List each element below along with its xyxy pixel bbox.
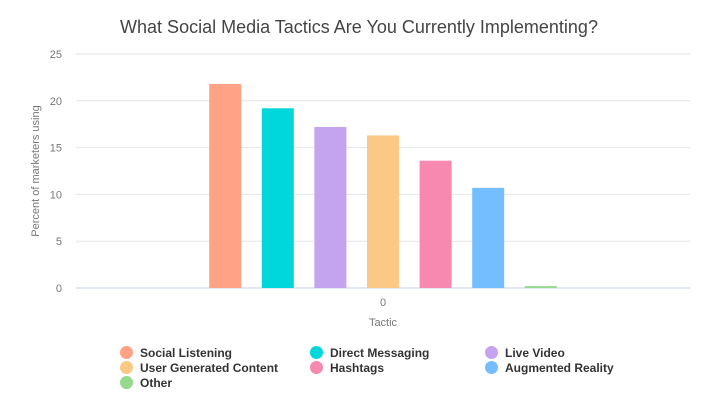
legend-swatch <box>310 346 323 359</box>
legend-swatch <box>485 361 498 374</box>
legend-label: User Generated Content <box>140 360 279 375</box>
x-axis-label: Tactic <box>369 317 398 329</box>
legend-swatch <box>485 346 498 359</box>
y-tick-label: 10 <box>50 189 62 201</box>
legend-item[interactable]: Other <box>120 375 310 390</box>
legend-item[interactable]: Direct Messaging <box>310 345 485 360</box>
bar-user-generated-content[interactable] <box>367 135 399 288</box>
legend-label: Other <box>140 375 173 390</box>
y-tick-label: 5 <box>56 236 62 248</box>
legend-item[interactable]: Social Listening <box>120 345 310 360</box>
legend-swatch <box>310 361 323 374</box>
legend-item[interactable]: Live Video <box>485 345 650 360</box>
legend-label: Hashtags <box>330 360 385 375</box>
legend-item[interactable]: User Generated Content <box>120 360 310 375</box>
legend: Social Listening Direct Messaging Live Vid… <box>120 345 650 390</box>
bar-augmented-reality[interactable] <box>472 187 505 288</box>
bar-social-listening[interactable] <box>209 83 242 289</box>
legend-item[interactable]: Augmented Reality <box>485 360 650 375</box>
legend-label: Augmented Reality <box>505 360 614 375</box>
y-axis-label: Percent of marketers using <box>30 105 42 236</box>
chart-title: What Social Media Tactics Are You Curren… <box>120 17 598 37</box>
y-tick-label: 0 <box>56 283 62 295</box>
legend-label: Live Video <box>505 345 565 360</box>
legend-swatch <box>120 346 133 359</box>
y-tick-label: 25 <box>50 49 62 61</box>
y-tick-label: 20 <box>50 96 62 108</box>
legend-swatch <box>120 361 133 374</box>
legend-swatch <box>120 376 133 389</box>
bar-live-video[interactable] <box>314 127 347 289</box>
bar-other[interactable] <box>524 286 557 288</box>
bar-hashtags[interactable] <box>419 160 452 288</box>
legend-label: Direct Messaging <box>330 345 430 360</box>
bar-direct-messaging[interactable] <box>261 108 294 289</box>
y-tick-label: 15 <box>50 143 62 155</box>
legend-label: Social Listening <box>140 345 233 360</box>
x-tick-label: 0 <box>380 297 386 309</box>
legend-item[interactable]: Hashtags <box>310 360 485 375</box>
